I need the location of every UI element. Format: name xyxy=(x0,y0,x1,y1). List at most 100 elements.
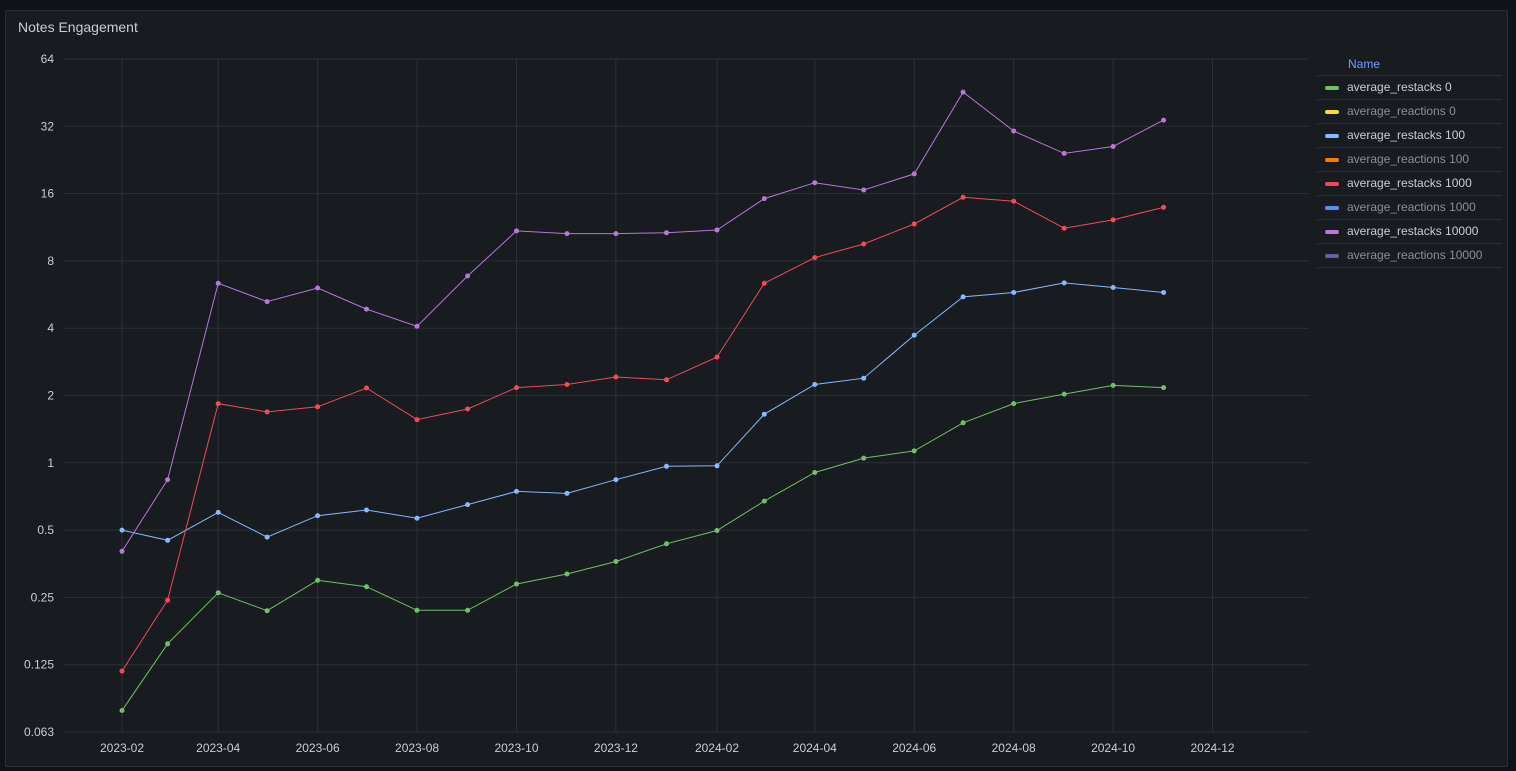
legend-item[interactable]: average_restacks 100 xyxy=(1317,124,1502,148)
data-point[interactable] xyxy=(761,196,767,202)
data-point[interactable] xyxy=(861,187,867,193)
data-point[interactable] xyxy=(315,404,321,410)
data-point[interactable] xyxy=(465,502,471,508)
data-point[interactable] xyxy=(1011,128,1017,134)
data-point[interactable] xyxy=(613,231,619,237)
data-point[interactable] xyxy=(1161,385,1167,391)
data-point[interactable] xyxy=(714,227,720,233)
data-point[interactable] xyxy=(812,255,818,261)
data-point[interactable] xyxy=(364,507,369,513)
data-point[interactable] xyxy=(1110,217,1116,223)
data-point[interactable] xyxy=(1061,280,1067,286)
data-point[interactable] xyxy=(861,241,867,247)
data-point[interactable] xyxy=(165,477,171,483)
data-point[interactable] xyxy=(960,294,966,300)
data-point[interactable] xyxy=(911,221,917,227)
data-point[interactable] xyxy=(1011,290,1017,295)
data-point[interactable] xyxy=(119,527,125,533)
legend-item[interactable]: average_reactions 1000 xyxy=(1317,196,1502,220)
legend-swatch xyxy=(1325,133,1339,138)
data-point[interactable] xyxy=(315,513,321,519)
legend-item[interactable]: average_reactions 100 xyxy=(1317,148,1502,172)
legend-item[interactable]: average_reactions 0 xyxy=(1317,100,1502,124)
data-point[interactable] xyxy=(1011,401,1017,407)
data-point[interactable] xyxy=(264,608,270,614)
data-point[interactable] xyxy=(414,607,420,613)
data-point[interactable] xyxy=(119,668,125,674)
data-point[interactable] xyxy=(215,509,221,515)
data-point[interactable] xyxy=(414,417,420,423)
data-point[interactable] xyxy=(613,374,619,380)
data-point[interactable] xyxy=(911,171,917,177)
data-point[interactable] xyxy=(119,708,125,713)
data-point[interactable] xyxy=(613,559,619,564)
data-point[interactable] xyxy=(215,401,221,407)
data-point[interactable] xyxy=(960,89,966,95)
data-point[interactable] xyxy=(664,541,669,547)
data-point[interactable] xyxy=(315,285,321,291)
data-point[interactable] xyxy=(165,597,171,603)
data-point[interactable] xyxy=(761,411,767,417)
data-point[interactable] xyxy=(264,534,270,540)
data-point[interactable] xyxy=(514,581,519,587)
data-point[interactable] xyxy=(165,537,171,543)
legend-header-name[interactable]: Name xyxy=(1317,53,1502,76)
data-point[interactable] xyxy=(960,194,966,200)
data-point[interactable] xyxy=(1110,382,1116,388)
data-point[interactable] xyxy=(664,463,669,469)
data-point[interactable] xyxy=(664,230,669,236)
data-point[interactable] xyxy=(414,515,420,521)
data-point[interactable] xyxy=(812,180,818,186)
data-point[interactable] xyxy=(613,477,619,483)
data-point[interactable] xyxy=(714,354,720,360)
data-point[interactable] xyxy=(911,332,917,338)
data-point[interactable] xyxy=(465,607,471,613)
data-point[interactable] xyxy=(564,382,570,387)
x-tick-label: 2023-08 xyxy=(395,741,439,755)
data-point[interactable] xyxy=(215,280,221,286)
data-point[interactable] xyxy=(564,490,570,496)
legend-item[interactable]: average_reactions 10000 xyxy=(1317,244,1502,268)
data-point[interactable] xyxy=(119,548,125,554)
data-point[interactable] xyxy=(165,641,171,647)
data-point[interactable] xyxy=(761,280,767,286)
data-point[interactable] xyxy=(812,382,818,387)
data-point[interactable] xyxy=(1061,225,1067,231)
data-point[interactable] xyxy=(315,577,321,583)
data-point[interactable] xyxy=(1011,198,1017,204)
legend-item[interactable]: average_restacks 0 xyxy=(1317,76,1502,100)
data-point[interactable] xyxy=(1161,117,1167,123)
data-point[interactable] xyxy=(215,590,221,596)
data-point[interactable] xyxy=(861,455,867,461)
data-point[interactable] xyxy=(514,228,519,234)
legend-item[interactable]: average_restacks 10000 xyxy=(1317,220,1502,244)
data-point[interactable] xyxy=(1161,290,1167,295)
data-point[interactable] xyxy=(812,470,818,475)
data-point[interactable] xyxy=(1061,391,1067,397)
data-point[interactable] xyxy=(1161,204,1167,210)
data-point[interactable] xyxy=(364,306,369,312)
data-point[interactable] xyxy=(264,299,270,305)
data-point[interactable] xyxy=(664,377,669,383)
data-point[interactable] xyxy=(911,448,917,454)
data-point[interactable] xyxy=(514,488,519,494)
data-point[interactable] xyxy=(714,463,720,469)
data-point[interactable] xyxy=(465,406,471,412)
data-point[interactable] xyxy=(364,584,369,590)
legend-item[interactable]: average_restacks 1000 xyxy=(1317,172,1502,196)
data-point[interactable] xyxy=(960,420,966,426)
data-point[interactable] xyxy=(514,385,519,391)
data-point[interactable] xyxy=(465,273,471,279)
data-point[interactable] xyxy=(414,323,420,329)
data-point[interactable] xyxy=(1110,285,1116,290)
data-point[interactable] xyxy=(714,528,720,533)
data-point[interactable] xyxy=(564,231,570,237)
data-point[interactable] xyxy=(1110,144,1116,149)
data-point[interactable] xyxy=(1061,150,1067,156)
x-tick-label: 2024-04 xyxy=(793,741,837,755)
data-point[interactable] xyxy=(264,409,270,415)
data-point[interactable] xyxy=(564,571,570,577)
data-point[interactable] xyxy=(761,498,767,504)
data-point[interactable] xyxy=(364,385,369,391)
data-point[interactable] xyxy=(861,375,867,381)
